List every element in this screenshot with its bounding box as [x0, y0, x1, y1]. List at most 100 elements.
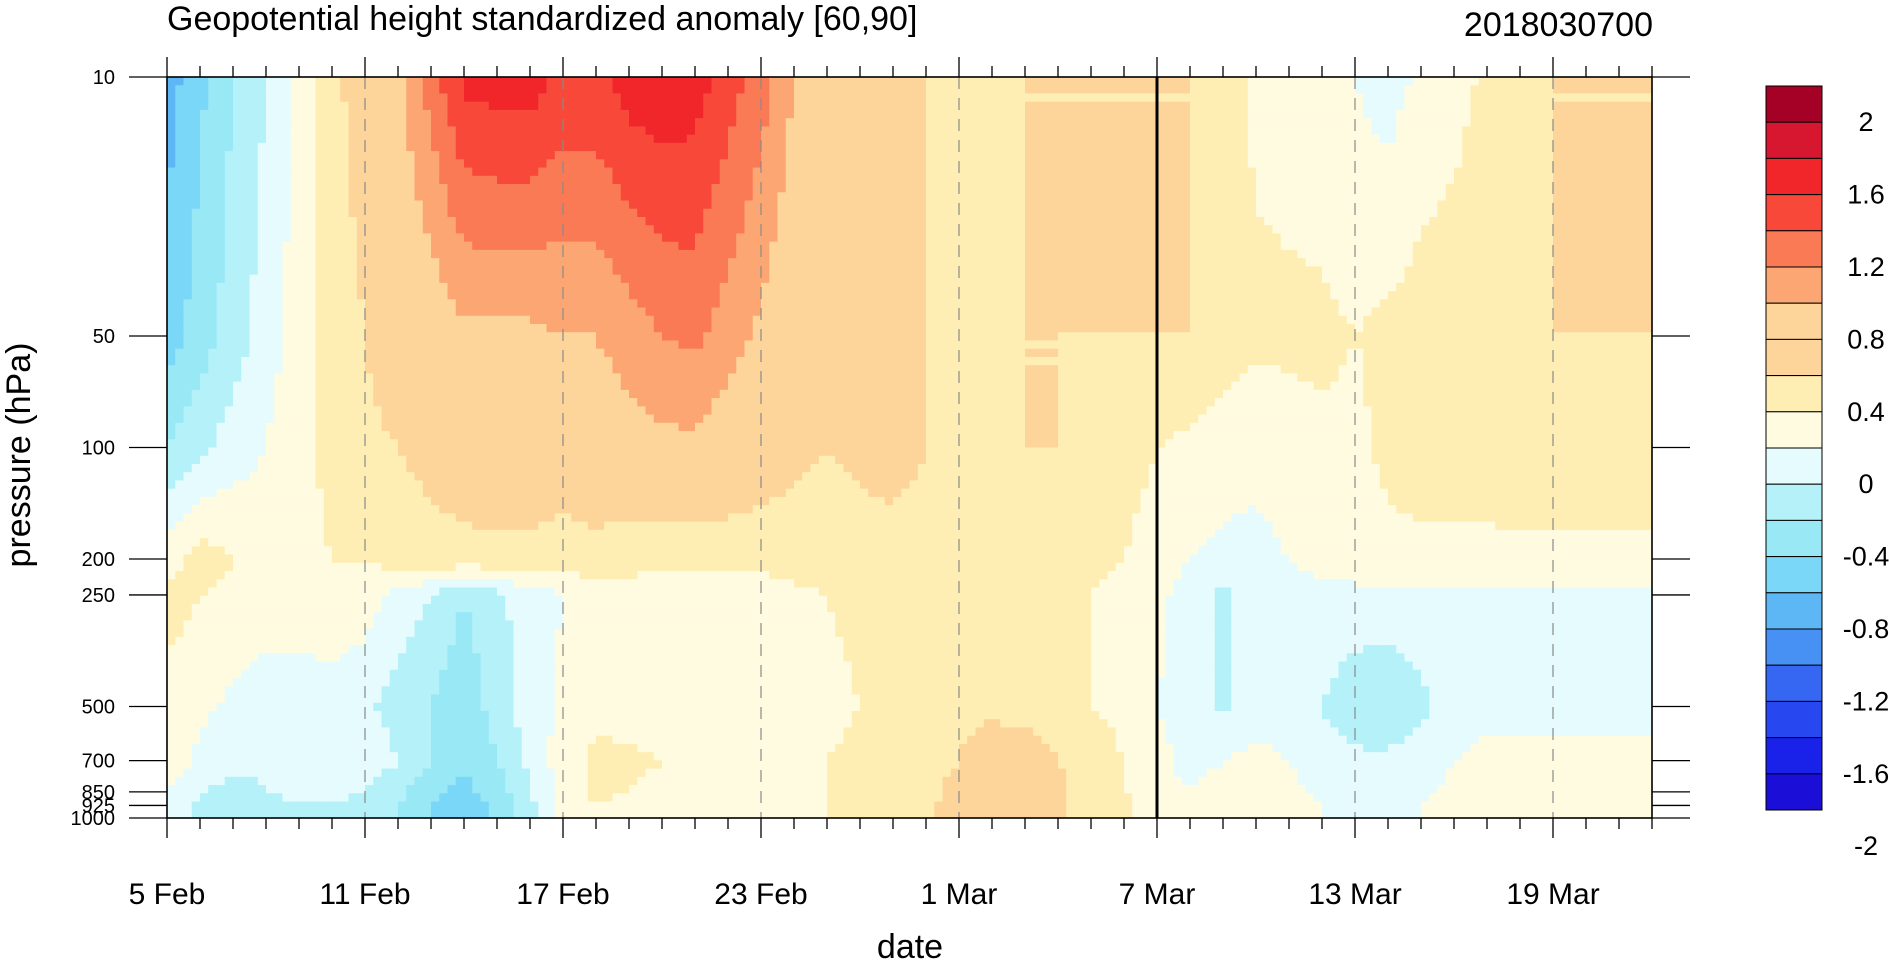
contour-cell — [984, 102, 993, 111]
contour-cell — [208, 225, 217, 234]
contour-cell — [1009, 168, 1018, 177]
contour-cell — [266, 176, 275, 185]
contour-cell — [736, 143, 745, 152]
contour-cell — [340, 258, 349, 267]
contour-cell — [901, 275, 910, 284]
contour-cell — [1281, 126, 1290, 135]
contour-cell — [225, 126, 234, 135]
contour-cell — [637, 151, 646, 160]
contour-cell — [1306, 250, 1315, 259]
contour-cell — [1256, 126, 1265, 135]
contour-cell — [637, 110, 646, 119]
contour-cell — [373, 217, 382, 226]
contour-cell — [563, 242, 572, 251]
contour-cell — [431, 225, 440, 234]
contour-cell — [687, 184, 696, 193]
contour-cell — [1479, 266, 1488, 275]
contour-cell — [670, 258, 679, 267]
contour-cell — [613, 93, 622, 102]
contour-cell — [1132, 258, 1141, 267]
contour-cell — [629, 151, 638, 160]
contour-cell — [654, 118, 663, 127]
contour-cell — [340, 77, 349, 86]
contour-cell — [1421, 283, 1430, 292]
contour-cell — [1380, 258, 1389, 267]
contour-cell — [1421, 151, 1430, 160]
contour-cell — [1174, 184, 1183, 193]
contour-cell — [497, 291, 506, 300]
contour-cell — [910, 85, 919, 94]
contour-cell — [1471, 110, 1480, 119]
contour-cell — [316, 283, 325, 292]
contour-cell — [373, 266, 382, 275]
contour-cell — [1124, 266, 1133, 275]
contour-cell — [959, 250, 968, 259]
contour-cell — [1248, 283, 1257, 292]
contour-cell — [769, 266, 778, 275]
contour-cell — [778, 85, 787, 94]
contour-cell — [233, 143, 242, 152]
contour-cell — [745, 102, 754, 111]
contour-cell — [365, 242, 374, 251]
contour-cell — [819, 225, 828, 234]
contour-cell — [1091, 126, 1100, 135]
contour-cell — [415, 126, 424, 135]
contour-cell — [431, 283, 440, 292]
contour-cell — [1355, 283, 1364, 292]
contour-cell — [596, 242, 605, 251]
contour-cell — [258, 85, 267, 94]
contour-cell — [860, 209, 869, 218]
contour-cell — [1099, 159, 1108, 168]
contour-cell — [827, 242, 836, 251]
contour-cell — [1545, 77, 1554, 86]
contour-cell — [365, 118, 374, 127]
contour-cell — [1405, 168, 1414, 177]
contour-cell — [200, 209, 209, 218]
contour-cell — [192, 275, 201, 284]
contour-cell — [208, 291, 217, 300]
contour-cell — [208, 250, 217, 259]
contour-cell — [1545, 159, 1554, 168]
contour-cell — [976, 299, 985, 308]
contour-cell — [340, 126, 349, 135]
contour-cell — [1520, 110, 1529, 119]
contour-cell — [670, 151, 679, 160]
contour-cell — [951, 242, 960, 251]
contour-cell — [1636, 184, 1645, 193]
contour-cell — [448, 159, 457, 168]
contour-cell — [167, 93, 176, 102]
contour-cell — [778, 93, 787, 102]
contour-cell — [1132, 110, 1141, 119]
contour-cell — [1273, 85, 1282, 94]
contour-cell — [827, 126, 836, 135]
contour-cell — [1314, 126, 1323, 135]
contour-cell — [1512, 250, 1521, 259]
contour-cell — [1603, 266, 1612, 275]
contour-cell — [431, 176, 440, 185]
contour-cell — [786, 110, 795, 119]
contour-cell — [225, 118, 234, 127]
contour-cell — [415, 118, 424, 127]
contour-cell — [1050, 299, 1059, 308]
contour-cell — [208, 275, 217, 284]
contour-cell — [555, 143, 564, 152]
contour-cell — [1223, 159, 1232, 168]
contour-cell — [250, 168, 259, 177]
contour-cell — [679, 299, 688, 308]
contour-cell — [976, 143, 985, 152]
contour-cell — [1297, 225, 1306, 234]
contour-cell — [1108, 184, 1117, 193]
contour-cell — [1421, 225, 1430, 234]
contour-cell — [233, 77, 242, 86]
contour-cell — [1454, 233, 1463, 242]
contour-cell — [621, 110, 630, 119]
contour-cell — [967, 250, 976, 259]
contour-cell — [580, 242, 589, 251]
contour-cell — [1405, 283, 1414, 292]
contour-cell — [827, 201, 836, 210]
contour-cell — [596, 168, 605, 177]
contour-cell — [629, 250, 638, 259]
contour-cell — [332, 217, 341, 226]
contour-cell — [1182, 151, 1191, 160]
contour-cell — [1636, 126, 1645, 135]
